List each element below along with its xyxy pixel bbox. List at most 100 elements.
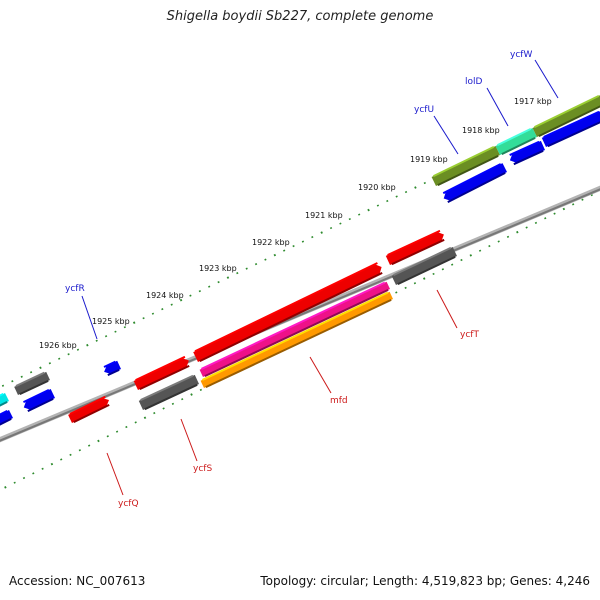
- cyan-feature-bar-left-highlight: [0, 392, 4, 397]
- hit-gray-ycfS-bar-shadow: [144, 383, 198, 411]
- cds-reverse-ycfQ-bar[interactable]: [68, 395, 110, 424]
- minor-tick: [76, 348, 80, 351]
- gene-labels: ycfW lolD ycfU ycfR ycfT mfd ycfS ycfQ: [65, 50, 559, 509]
- minor-tick: [123, 326, 126, 329]
- kbp-label: 1921 kbp: [305, 211, 343, 220]
- minor-tick: [181, 398, 184, 401]
- hit-magenta-mfd-bar[interactable]: [199, 281, 390, 378]
- cds-forward-ycfW-bar-body: [509, 140, 545, 163]
- hit-gray-ycfT-bar-body: [391, 247, 457, 285]
- minor-tick: [78, 449, 81, 452]
- minor-tick: [404, 286, 407, 289]
- cds-forward-bar-edge[interactable]: [0, 409, 13, 427]
- minor-tick: [67, 353, 70, 356]
- lolD-feature-bar[interactable]: [495, 127, 537, 156]
- feature-tracks: [0, 94, 600, 427]
- cds-forward-ycfR-bar-highlight: [103, 360, 116, 368]
- minor-tick: [189, 294, 192, 297]
- minor-tick: [450, 263, 454, 266]
- major-tick: [4, 486, 7, 489]
- minor-tick: [254, 263, 258, 266]
- major-tick: [39, 366, 42, 370]
- hit-gray-ycfT-bar[interactable]: [391, 246, 457, 286]
- cds-reverse-ycfS-bar[interactable]: [133, 355, 190, 391]
- genome-backbone: [0, 185, 600, 443]
- gene-label-lolD[interactable]: lolD: [465, 77, 509, 127]
- minor-tick: [115, 430, 119, 433]
- cds-forward-ycfU-bar-body: [443, 163, 507, 201]
- cds-forward-ycfW-bar[interactable]: [509, 140, 545, 166]
- hit-gray-ycfT-bar-shadow: [397, 255, 456, 286]
- cds-reverse-ycfS-bar-highlight: [135, 355, 186, 382]
- kbp-label: 1924 kbp: [146, 291, 184, 300]
- gene-name: lolD: [465, 77, 483, 87]
- minor-tick: [13, 481, 16, 484]
- cds-forward-bar-left[interactable]: [23, 388, 55, 413]
- minor-tick: [506, 235, 510, 238]
- hit-gray-bar-left-body: [14, 371, 50, 395]
- cds-forward-bar-left-shadow: [27, 397, 54, 413]
- map-title: Shigella boydii Sb227, complete genome: [166, 9, 434, 24]
- hit-orange-mfd-bar[interactable]: [200, 291, 393, 389]
- hit-gray-ycfT-bar-highlight: [393, 246, 452, 277]
- gene-label-mfd[interactable]: mfd: [309, 356, 348, 406]
- lolD-feature-bar-shadow: [501, 136, 536, 156]
- cyan-feature-bar-left[interactable]: [0, 392, 9, 408]
- hit-gray-ycfS-bar[interactable]: [138, 374, 199, 411]
- minor-tick: [95, 339, 98, 342]
- hit-gray-bar-left[interactable]: [14, 371, 50, 396]
- olive-feature-bar[interactable]: [431, 145, 500, 187]
- minor-tick: [358, 213, 361, 216]
- cds-reverse-ycfT-bar-highlight: [387, 229, 441, 256]
- minor-tick: [329, 226, 333, 230]
- minor-tick: [134, 421, 137, 424]
- hit-gray-bar-left-highlight: [15, 371, 45, 387]
- gene-label-ycfW[interactable]: ycfW: [510, 50, 559, 99]
- gene-label-ycfS[interactable]: ycfS: [180, 418, 212, 474]
- olive-feature-bar-2[interactable]: [532, 94, 600, 138]
- minor-tick: [48, 362, 52, 365]
- minor-tick: [283, 249, 286, 252]
- gene-label-ycfR[interactable]: ycfR: [65, 284, 98, 340]
- gene-label-ycfQ[interactable]: ycfQ: [106, 452, 139, 509]
- minor-tick: [311, 235, 314, 239]
- major-tick: [516, 230, 519, 234]
- cds-forward-ycfR-bar[interactable]: [103, 360, 121, 377]
- minor-tick: [41, 467, 44, 470]
- minor-tick: [553, 212, 556, 215]
- hit-orange-mfd-bar-body: [200, 291, 393, 388]
- olive-feature-bar-2-shadow: [538, 105, 600, 138]
- minor-tick: [245, 267, 248, 270]
- kbp-label: 1920 kbp: [358, 183, 396, 192]
- gene-label-ycfU[interactable]: ycfU: [414, 105, 459, 155]
- minor-tick: [22, 476, 26, 480]
- gene-name: mfd: [330, 396, 348, 406]
- gene-label-ycfT[interactable]: ycfT: [436, 289, 479, 340]
- hit-magenta-mfd-bar-highlight: [200, 281, 386, 370]
- minor-tick: [441, 268, 445, 271]
- minor-tick: [58, 357, 61, 360]
- lolD-feature-bar-body: [495, 128, 537, 155]
- backbone-line-shade: [0, 188, 600, 442]
- cds-reverse-ycfS-bar-shadow: [139, 364, 190, 391]
- cds-forward-bar[interactable]: [541, 110, 600, 148]
- hit-magenta-mfd-bar-body: [199, 281, 390, 377]
- minor-tick: [460, 258, 463, 262]
- cds-forward-ycfW-bar-highlight: [509, 140, 540, 156]
- cds-reverse-mfd-bar[interactable]: [193, 262, 383, 363]
- cds-reverse-ycfT-bar[interactable]: [385, 229, 445, 266]
- cds-reverse-ycfQ-bar-shadow: [73, 403, 110, 424]
- cds-forward-bar-edge-highlight: [0, 409, 8, 416]
- kbp-scale-labels: 1917 kbp 1918 kbp 1919 kbp 1920 kbp 1921 kbp…: [39, 97, 552, 350]
- gene-leader-line: [433, 115, 459, 155]
- cds-reverse-mfd-bar-highlight: [194, 262, 378, 353]
- cds-forward-ycfU-bar[interactable]: [442, 163, 507, 203]
- cds-forward-ycfR-bar-shadow: [107, 368, 120, 377]
- hit-orange-mfd-bar-highlight: [201, 291, 389, 381]
- major-tick: [320, 231, 323, 234]
- minor-tick: [544, 217, 547, 220]
- kbp-label: 1922 kbp: [252, 238, 290, 247]
- major-tick: [86, 343, 89, 347]
- minor-tick: [348, 217, 351, 221]
- minor-tick: [29, 371, 33, 374]
